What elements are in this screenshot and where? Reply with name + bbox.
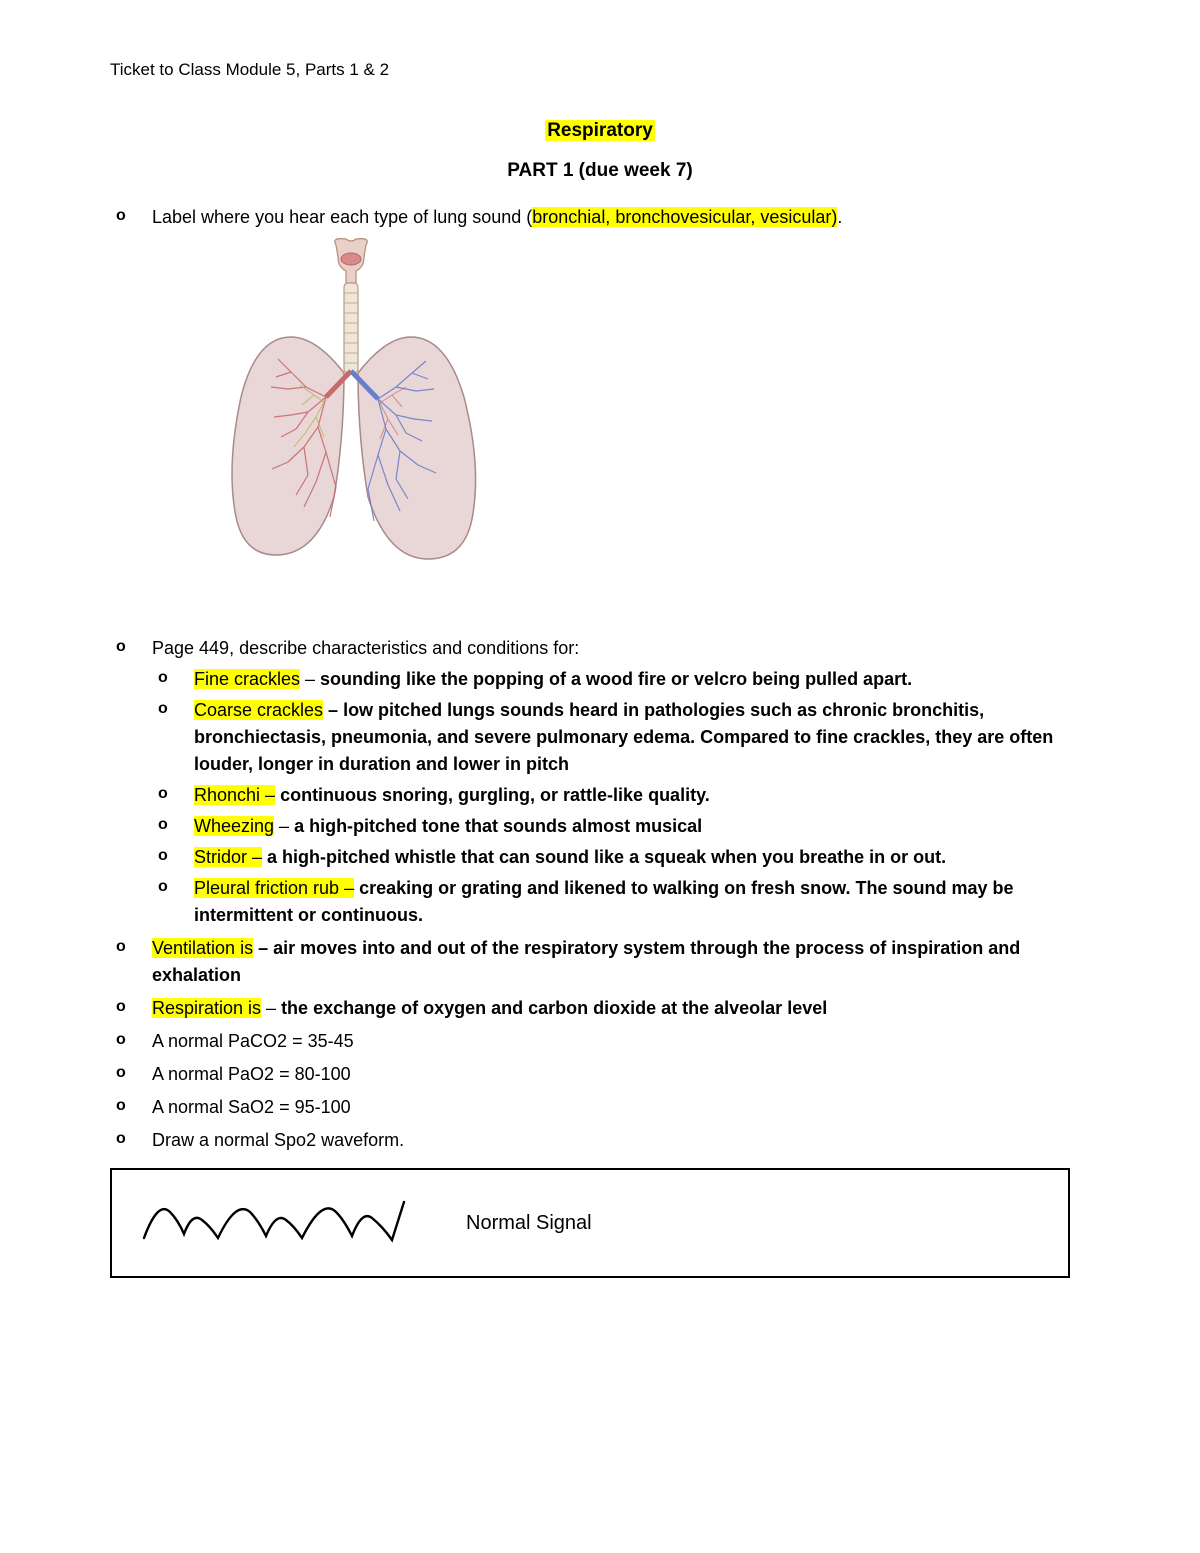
page449-text: Page 449, describe characteristics and c…: [152, 638, 579, 658]
bullet-page449: Page 449, describe characteristics and c…: [110, 635, 1090, 929]
sub-coarse-crackles: Coarse crackles – low pitched lungs soun…: [152, 697, 1090, 778]
sub-rhonchi: Rhonchi – continuous snoring, gurgling, …: [152, 782, 1090, 809]
sub-wheezing: Wheezing – a high-pitched tone that soun…: [152, 813, 1090, 840]
sub-stridor: Stridor – a high-pitched whistle that ca…: [152, 844, 1090, 871]
pleural-hl: Pleural friction rub –: [194, 878, 354, 898]
title: Respiratory: [110, 120, 1090, 142]
coarse-crackles-hl: Coarse crackles: [194, 700, 323, 720]
bullet1-suffix: .: [837, 207, 842, 227]
wheezing-hl: Wheezing: [194, 816, 274, 836]
title-text: Respiratory: [545, 120, 655, 141]
bullet-respiration: Respiration is – the exchange of oxygen …: [110, 995, 1090, 1022]
fine-crackles-desc: sounding like the popping of a wood fire…: [320, 669, 912, 689]
wheezing-desc: a high-pitched tone that sounds almost m…: [294, 816, 702, 836]
bullet1-highlight: bronchial, bronchovesicular, vesicular): [532, 207, 837, 227]
respiration-desc: the exchange of oxygen and carbon dioxid…: [281, 998, 827, 1018]
sub-pleural: Pleural friction rub – creaking or grati…: [152, 875, 1090, 929]
ventilation-hl: Ventilation is: [152, 938, 253, 958]
waveform-box: Normal Signal: [110, 1168, 1070, 1278]
bullet-paco2: A normal PaCO2 = 35-45: [110, 1028, 1090, 1055]
subtitle: PART 1 (due week 7): [110, 160, 1090, 182]
bullet1-prefix: Label where you hear each type of lung s…: [152, 207, 532, 227]
wheezing-dash: –: [274, 816, 294, 836]
coarse-crackles-dash: –: [323, 700, 343, 720]
bullet-spo2-draw: Draw a normal Spo2 waveform.: [110, 1127, 1090, 1154]
rhonchi-hl: Rhonchi –: [194, 785, 275, 805]
stridor-desc: a high-pitched whistle that can sound li…: [262, 847, 946, 867]
lungs-diagram: [196, 237, 1090, 575]
ventilation-desc: air moves into and out of the respirator…: [152, 938, 1020, 985]
waveform-label: Normal Signal: [466, 1212, 592, 1235]
stridor-hl: Stridor –: [194, 847, 262, 867]
rhonchi-desc: continuous snoring, gurgling, or rattle-…: [275, 785, 710, 805]
respiration-dash: –: [261, 998, 281, 1018]
ventilation-dash: –: [253, 938, 273, 958]
bullet-ventilation: Ventilation is – air moves into and out …: [110, 935, 1090, 989]
page-header: Ticket to Class Module 5, Parts 1 & 2: [110, 60, 1090, 80]
fine-crackles-hl: Fine crackles: [194, 669, 300, 689]
sub-fine-crackles: Fine crackles – sounding like the poppin…: [152, 666, 1090, 693]
waveform-svg: [136, 1188, 436, 1258]
bullet-label-sounds: Label where you hear each type of lung s…: [110, 204, 1090, 575]
bullet-pao2: A normal PaO2 = 80-100: [110, 1061, 1090, 1088]
respiration-hl: Respiration is: [152, 998, 261, 1018]
bullet-sao2: A normal SaO2 = 95-100: [110, 1094, 1090, 1121]
fine-crackles-dash: –: [300, 669, 320, 689]
